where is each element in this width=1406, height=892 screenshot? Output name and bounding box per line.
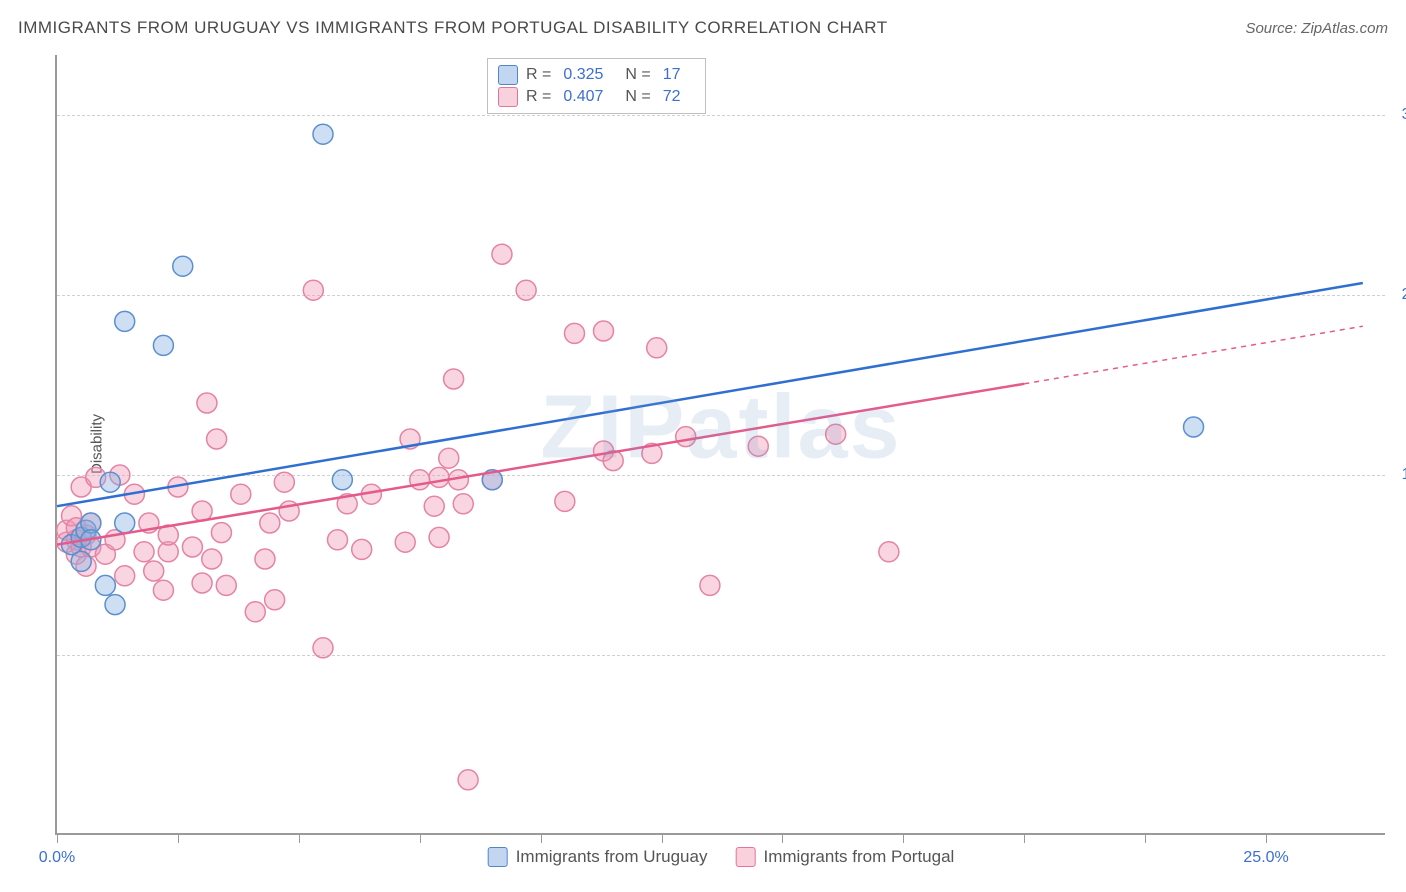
scatter-point [255,549,275,569]
scatter-point [492,244,512,264]
scatter-point [594,321,614,341]
scatter-point [332,470,352,490]
scatter-point [313,124,333,144]
scatter-point [153,580,173,600]
legend-row-portugal: R = 0.407 N = 72 [498,87,695,107]
scatter-point [100,472,120,492]
legend-bottom: Immigrants from Uruguay Immigrants from … [488,847,955,867]
swatch-blue-icon [498,65,518,85]
y-tick-label: 15.0% [1392,466,1406,484]
scatter-point [192,573,212,593]
legend-n-value: 17 [663,66,681,84]
x-tick [57,833,58,843]
legend-r-value: 0.325 [563,66,603,84]
scatter-point [352,539,372,559]
legend-top: R = 0.325 N = 17 R = 0.407 N = 72 [487,58,706,114]
scatter-point [676,427,696,447]
scatter-point [71,551,91,571]
x-tick [420,833,421,843]
x-tick [1145,833,1146,843]
scatter-point [182,537,202,557]
scatter-point [260,513,280,533]
x-tick [1266,833,1267,843]
x-tick [903,833,904,843]
swatch-pink-icon [498,87,518,107]
scatter-point [95,575,115,595]
legend-n-value: 72 [663,88,681,106]
scatter-point [555,491,575,511]
legend-bottom-uruguay: Immigrants from Uruguay [488,847,708,867]
x-tick-label: 0.0% [39,849,75,867]
x-tick [541,833,542,843]
scatter-point [313,638,333,658]
scatter-point [197,393,217,413]
legend-r-label: R = [526,88,551,106]
scatter-point [115,513,135,533]
scatter-point [395,532,415,552]
chart-source: Source: ZipAtlas.com [1245,20,1388,37]
scatter-point [444,369,464,389]
scatter-point [211,523,231,543]
legend-n-label: N = [625,66,650,84]
y-tick-label: 7.5% [1392,646,1406,664]
chart-header: IMMIGRANTS FROM URUGUAY VS IMMIGRANTS FR… [18,18,1388,38]
scatter-point [202,549,222,569]
scatter-point [410,470,430,490]
x-tick [1024,833,1025,843]
scatter-point [216,575,236,595]
plot-area: Disability ZIPatlas 7.5%15.0%22.5%30.0% … [55,55,1385,835]
scatter-point [192,501,212,521]
y-tick-label: 30.0% [1392,106,1406,124]
scatter-point [173,256,193,276]
scatter-point [245,602,265,622]
scatter-point [458,770,478,790]
scatter-point [115,311,135,331]
legend-bottom-portugal: Immigrants from Portugal [735,847,954,867]
scatter-point [439,448,459,468]
scatter-point [144,561,164,581]
chart-svg [57,55,1385,833]
swatch-pink-icon [735,847,755,867]
scatter-point [424,496,444,516]
legend-r-value: 0.407 [563,88,603,106]
x-tick-label: 25.0% [1243,849,1288,867]
chart-title: IMMIGRANTS FROM URUGUAY VS IMMIGRANTS FR… [18,18,888,38]
trend-line-dashed [1024,326,1363,384]
scatter-point [1184,417,1204,437]
x-tick [178,833,179,843]
y-tick-label: 22.5% [1392,286,1406,304]
scatter-point [748,436,768,456]
scatter-point [328,530,348,550]
scatter-point [879,542,899,562]
x-tick [299,833,300,843]
scatter-point [303,280,323,300]
x-tick [662,833,663,843]
scatter-point [516,280,536,300]
scatter-point [265,590,285,610]
legend-bottom-label: Immigrants from Portugal [763,847,954,867]
scatter-point [826,424,846,444]
scatter-point [429,467,449,487]
scatter-point [231,484,251,504]
legend-r-label: R = [526,66,551,84]
swatch-blue-icon [488,847,508,867]
x-tick [782,833,783,843]
legend-bottom-label: Immigrants from Uruguay [516,847,708,867]
scatter-point [115,566,135,586]
scatter-point [700,575,720,595]
scatter-point [153,335,173,355]
scatter-point [134,542,154,562]
scatter-point [429,527,449,547]
scatter-point [105,595,125,615]
scatter-point [207,429,227,449]
scatter-point [453,494,473,514]
trend-line [57,283,1363,506]
legend-row-uruguay: R = 0.325 N = 17 [498,65,695,85]
scatter-point [564,323,584,343]
scatter-point [274,472,294,492]
scatter-point [647,338,667,358]
legend-n-label: N = [625,88,650,106]
